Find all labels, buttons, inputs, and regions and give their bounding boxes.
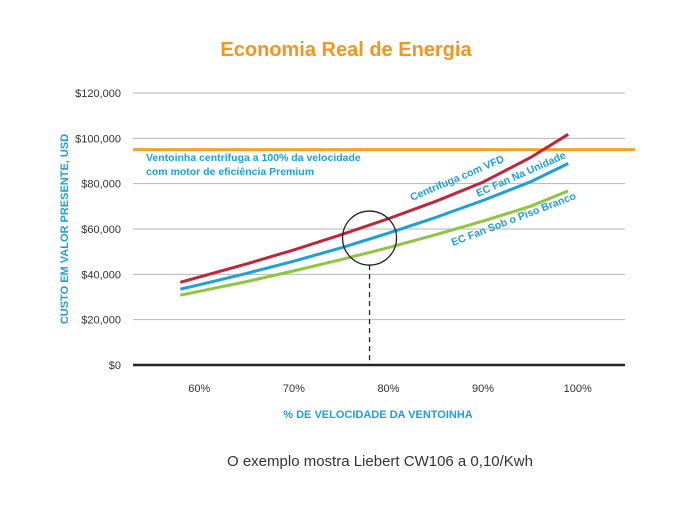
y-tick-label: $60,000 (81, 224, 121, 236)
y-tick-label: $120,000 (75, 88, 121, 100)
footnote: O exemplo mostra Liebert CW106 a 0,10/Kw… (227, 453, 533, 470)
x-axis-title: % DE VELOCIDADE DA VENTOINHA (283, 409, 473, 421)
tick-labels: $0 $20,000 $40,000 $60,000 $80,000 $100,000 $1… (75, 88, 592, 395)
x-tick-label: 100% (564, 383, 592, 395)
y-tick-label: $40,000 (81, 269, 121, 281)
x-tick-label: 90% (472, 383, 494, 395)
chart-title: Economia Real de Energia (220, 39, 472, 61)
series-line (179, 133, 569, 284)
highlight-group (341, 210, 398, 361)
series-label: EC Fan Na Unidade (474, 149, 568, 199)
series-line (179, 189, 569, 297)
grid (133, 92, 625, 367)
series-line (179, 162, 569, 291)
x-tick-label: 80% (377, 383, 399, 395)
x-tick-label: 70% (283, 383, 305, 395)
y-axis-title: CUSTO EM VALOR PRESENTE, USD (59, 134, 71, 324)
reference-line-label: Ventoinha centrífuga a 100% da velocidad… (146, 152, 361, 164)
y-tick-label: $100,000 (75, 133, 121, 145)
y-tick-label: $0 (109, 360, 121, 372)
reference-line-group: Ventoinha centrífuga a 100% da velocidad… (133, 148, 635, 178)
highlight-circle (341, 210, 398, 266)
series-label: EC Fan Sob o Piso Branco (450, 190, 578, 249)
reference-line-label: com motor de eficiência Premium (146, 166, 314, 178)
y-tick-label: $20,000 (81, 315, 121, 327)
x-tick-label: 60% (188, 383, 210, 395)
y-tick-label: $80,000 (81, 179, 121, 191)
